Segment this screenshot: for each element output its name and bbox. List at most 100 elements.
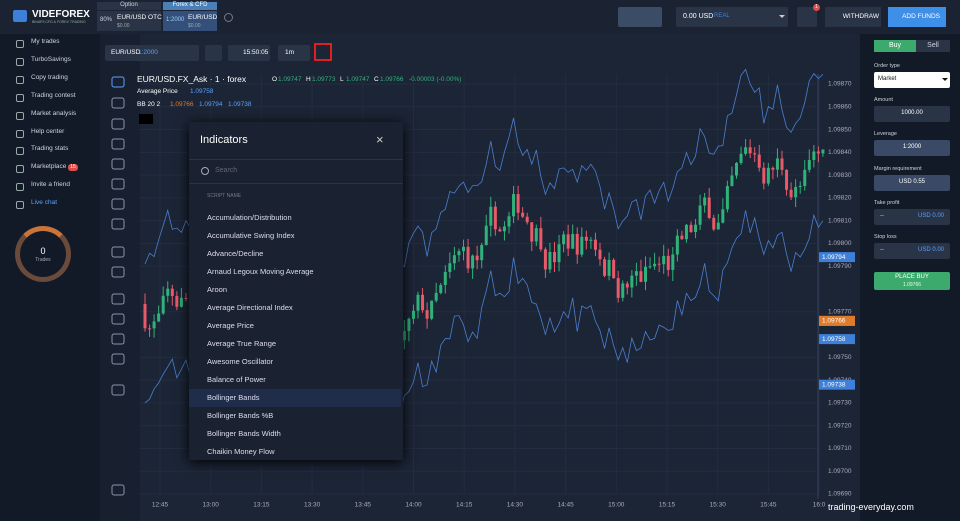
price-tick-label: 1.09710 [828, 445, 852, 452]
menu-item[interactable]: Marketplace [31, 163, 67, 171]
candle [794, 186, 798, 198]
menu-item[interactable]: Copy trading [31, 73, 68, 81]
search-input[interactable]: Search [215, 167, 238, 174]
candle [434, 292, 438, 301]
withdraw-btn[interactable]: WITHDRAW [825, 7, 881, 27]
candle [748, 147, 752, 154]
field-value: 1000.00 [901, 110, 923, 116]
candle [712, 217, 716, 230]
menu-item[interactable]: My trades [31, 38, 60, 45]
toolbar-btn[interactable] [205, 45, 222, 61]
candle [703, 197, 707, 206]
candle [675, 235, 679, 255]
field[interactable]: 1:2000 [874, 140, 950, 156]
indicator-row[interactable]: Advance/Decline [189, 245, 401, 263]
candle [521, 212, 525, 217]
time-tick-label: 16:0 [813, 502, 826, 509]
logo-icon [13, 10, 27, 22]
price-tag [819, 379, 855, 390]
toolbar-btn[interactable]: 1m [278, 45, 310, 61]
candle [502, 226, 506, 232]
profile[interactable] [797, 7, 817, 27]
candle [575, 233, 579, 255]
indicator-name: Average True Range [207, 339, 277, 348]
balance: 0.00 USD [683, 13, 714, 20]
menu-item[interactable]: Help center [31, 127, 65, 135]
candle [698, 205, 702, 225]
menu-item[interactable]: Trading stats [31, 145, 69, 153]
candle [584, 236, 588, 241]
asset-card[interactable]: 80% EUR/USD OTC $0.00 [97, 11, 162, 31]
field[interactable]: USD 0.00 -- [874, 209, 950, 225]
ohlc-value: 1.09747 [346, 76, 370, 83]
candle [498, 229, 502, 232]
indicator-row[interactable]: Arnaud Legoux Moving Average [189, 263, 401, 281]
indicator-name: Average Directional Index [207, 303, 293, 312]
field-value: Market [878, 76, 897, 82]
asset-pct: 80% [100, 17, 113, 23]
indicator-row[interactable]: Awesome Oscillator [189, 353, 401, 371]
field[interactable]: USD 0.00 -- [874, 243, 950, 259]
price-tag [819, 315, 855, 326]
candle [666, 255, 670, 270]
balance-select[interactable]: 0.00 USD REAL [676, 7, 788, 27]
tab[interactable]: Option [97, 2, 161, 10]
indicator-name: Awesome Oscillator [207, 357, 274, 366]
field-label: Leverage [874, 131, 897, 137]
field[interactable]: USD 0.55 [874, 175, 950, 191]
candle [148, 328, 152, 330]
collapse-btn[interactable] [139, 114, 153, 124]
menu-icon [16, 201, 24, 210]
candle [530, 222, 534, 242]
candle [653, 263, 657, 267]
menu-item[interactable]: Live chat [31, 199, 58, 207]
place-buy-btn[interactable]: PLACE BUY 1.09766 [874, 272, 950, 290]
chest [618, 7, 662, 27]
menu-icon [16, 129, 24, 138]
indicator-row[interactable]: Average Price [189, 317, 401, 335]
indicator-row[interactable]: Bollinger Bands %B [189, 407, 401, 425]
menu-icon [16, 147, 24, 156]
indicator-row[interactable]: Accumulation/Distribution [189, 209, 401, 227]
menu-item[interactable]: TurboSavings [31, 55, 71, 63]
tab-active[interactable]: Forex & CFD [163, 2, 217, 10]
field[interactable]: Market [874, 72, 950, 88]
time-tick-label: 15:00 [608, 502, 625, 509]
caret [779, 15, 785, 21]
candle [484, 225, 488, 245]
asset-card[interactable]: 1:2000 EUR/USD $0.00 [163, 11, 217, 31]
candle [812, 151, 816, 161]
indicators-btn[interactable] [314, 43, 332, 61]
indicator-row[interactable]: Bollinger Bands [189, 389, 401, 407]
tool-icon [111, 218, 125, 230]
price-tick-label: 1.09830 [828, 172, 852, 179]
field-value: USD 0.00 [917, 247, 944, 253]
menu-item[interactable]: Trading contest [31, 91, 76, 99]
field[interactable]: 1000.00 [874, 106, 950, 122]
dialog-title: Indicators [200, 134, 248, 146]
buy-tab[interactable]: Buy [874, 40, 916, 52]
candle [662, 255, 666, 265]
candle [725, 186, 729, 210]
menu-item[interactable]: Invite a friend [31, 181, 71, 189]
price-tick-label: 1.09860 [828, 103, 852, 110]
indicator-name: Aroon [207, 285, 228, 294]
sell-tab[interactable]: Sell [916, 40, 950, 52]
add-funds-btn[interactable]: ADD FUNDS [888, 7, 946, 27]
menu-item[interactable]: Market analysis [31, 109, 77, 117]
close-btn[interactable]: × [376, 132, 384, 147]
indicator-row[interactable]: Accumulative Swing Index [189, 227, 401, 245]
indicator-row[interactable]: Bollinger Bands Width [189, 425, 401, 443]
candle [735, 162, 738, 176]
price-tick-label: 1.09800 [828, 240, 852, 247]
candle [766, 167, 770, 184]
indicator-row[interactable]: Average Directional Index [189, 299, 401, 317]
indicator-row[interactable]: Balance of Power [189, 371, 401, 389]
toolbar-btn[interactable]: EUR/USD 1:2000 [105, 45, 199, 61]
time-tick-label: 15:30 [710, 502, 727, 509]
add-tab[interactable] [224, 13, 233, 22]
indicator-row[interactable]: Aroon [189, 281, 401, 299]
indicator-row[interactable]: Average True Range [189, 335, 401, 353]
indicator-row[interactable]: Chaikin Money Flow [189, 443, 401, 460]
toolbar-btn[interactable]: 15:50:05 [228, 45, 270, 61]
